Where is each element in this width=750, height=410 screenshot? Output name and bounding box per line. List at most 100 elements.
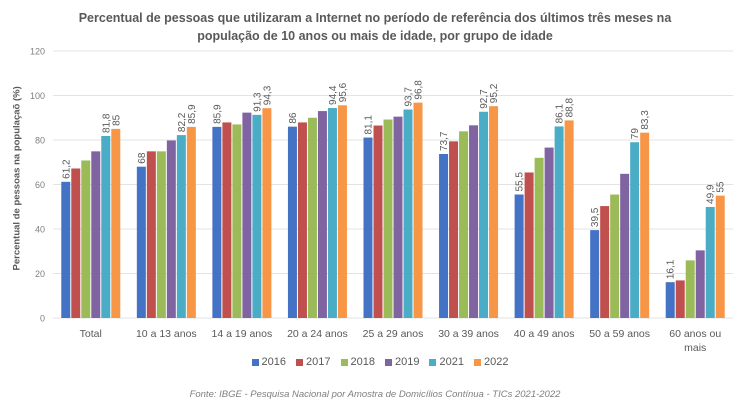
legend-item-2021: 2021 bbox=[429, 356, 464, 368]
data-label: 94,4 bbox=[328, 85, 339, 105]
legend-item-2016: 2016 bbox=[251, 356, 287, 368]
y-tick-label: 0 bbox=[40, 314, 45, 324]
y-tick-label: 40 bbox=[35, 225, 45, 235]
bar-2016 bbox=[439, 154, 449, 318]
bar-2021 bbox=[554, 126, 564, 319]
bar-2016 bbox=[136, 166, 146, 318]
bar-2018 bbox=[232, 124, 242, 318]
bar-2022 bbox=[262, 108, 272, 319]
data-label: 96,8 bbox=[414, 80, 425, 100]
data-label: 16,1 bbox=[666, 259, 677, 279]
bar-2019 bbox=[166, 140, 176, 318]
bar-2017 bbox=[297, 122, 307, 318]
bar-2016 bbox=[363, 137, 373, 318]
data-label: 85,9 bbox=[187, 104, 198, 124]
data-label: 85,9 bbox=[212, 104, 223, 124]
bar-2017 bbox=[675, 280, 685, 318]
bar-2019 bbox=[242, 112, 252, 318]
bar-2017 bbox=[600, 206, 610, 318]
legend-label: 2021 bbox=[439, 356, 464, 368]
legend-item-2018: 2018 bbox=[340, 356, 375, 368]
data-label: 49,9 bbox=[706, 184, 717, 204]
data-label: 95,2 bbox=[489, 83, 500, 103]
data-label: 91,3 bbox=[252, 92, 263, 112]
bar-2018 bbox=[534, 157, 544, 318]
data-label: 92,7 bbox=[479, 89, 490, 109]
data-label: 88,8 bbox=[565, 98, 576, 118]
legend-swatch bbox=[385, 358, 392, 366]
bar-2019 bbox=[469, 125, 479, 318]
data-label: 81,8 bbox=[101, 113, 112, 133]
data-label: 95,6 bbox=[338, 82, 349, 102]
chart-title-line-2: população de 10 anos ou mais de idade, p… bbox=[197, 29, 553, 43]
data-label: 86,1 bbox=[555, 104, 566, 124]
y-tick-label: 100 bbox=[30, 91, 45, 101]
y-tick-label: 60 bbox=[35, 180, 45, 190]
legend-item-2017: 2017 bbox=[296, 356, 331, 368]
x-tick-label: 25 a 29 anos bbox=[363, 328, 424, 340]
bar-2019 bbox=[544, 147, 554, 318]
bar-2016 bbox=[590, 230, 600, 318]
bar-2021 bbox=[479, 111, 489, 319]
y-tick-label: 80 bbox=[35, 136, 45, 146]
x-tick-label: 14 a 19 anos bbox=[212, 328, 273, 340]
bar-2019 bbox=[695, 250, 705, 318]
x-tick-label: Total bbox=[80, 328, 102, 340]
bar-2018 bbox=[610, 194, 620, 318]
data-label: 79 bbox=[630, 128, 641, 140]
bar-2018 bbox=[685, 260, 695, 318]
bar-2017 bbox=[71, 168, 81, 318]
bar-2016 bbox=[514, 194, 524, 318]
y-axis-label: Percentual de pessoas na populaçaõ (%) bbox=[11, 86, 23, 271]
legend-swatch bbox=[340, 358, 348, 366]
bar-2022 bbox=[337, 105, 347, 318]
bar-2018 bbox=[307, 117, 317, 318]
legend-item-2022: 2022 bbox=[473, 356, 509, 368]
bar-2019 bbox=[620, 173, 630, 318]
bar-2019 bbox=[91, 151, 101, 318]
bar-2016 bbox=[61, 181, 71, 318]
bar-2017 bbox=[222, 122, 232, 318]
data-label: 81,1 bbox=[364, 115, 375, 135]
x-tick-label: 10 a 13 anos bbox=[136, 328, 197, 340]
bar-2022 bbox=[564, 120, 574, 318]
chart-title: Percentual de pessoas que utilizaram a I… bbox=[0, 9, 750, 45]
x-tick-label: 40 a 49 anos bbox=[514, 328, 575, 340]
legend-swatch bbox=[296, 358, 304, 366]
y-tick-label: 20 bbox=[35, 269, 45, 279]
bar-2021 bbox=[327, 107, 337, 319]
legend-label: 2018 bbox=[350, 356, 375, 368]
bar-2017 bbox=[524, 172, 534, 318]
data-label: 55 bbox=[716, 181, 727, 193]
bar-2016 bbox=[665, 282, 675, 318]
bar-2021 bbox=[403, 109, 413, 318]
bar-2018 bbox=[459, 131, 469, 318]
data-label: 94,3 bbox=[262, 85, 273, 105]
x-tick-label: 20 a 24 anos bbox=[287, 328, 348, 340]
bar-2022 bbox=[186, 126, 196, 318]
bar-2019 bbox=[393, 116, 403, 318]
legend-label: 2022 bbox=[483, 356, 509, 368]
data-labels: 61,2 68 85,9 86 81,1 73,7 55,5 39,5 16,1 81,8 82,2… bbox=[61, 80, 726, 279]
bar-2017 bbox=[449, 141, 459, 318]
bar-2018 bbox=[81, 160, 91, 318]
bar-2021 bbox=[176, 135, 186, 318]
bar-2021 bbox=[101, 135, 111, 318]
legend-label: 2019 bbox=[395, 356, 420, 368]
bar-2016 bbox=[212, 126, 222, 318]
data-label: 61,2 bbox=[61, 159, 72, 179]
bar-2021 bbox=[705, 206, 715, 318]
bar-2022 bbox=[111, 128, 121, 318]
data-label: 39,5 bbox=[590, 207, 601, 227]
x-tick-label: 50 a 59 anos bbox=[589, 328, 650, 340]
legend-swatch bbox=[251, 358, 259, 366]
data-label: 82,2 bbox=[177, 112, 188, 132]
data-label: 55,5 bbox=[515, 172, 526, 192]
data-label: 93,7 bbox=[404, 87, 415, 107]
chart-title-line-1: Percentual de pessoas que utilizaram a I… bbox=[78, 11, 672, 25]
legend-label: 2016 bbox=[261, 356, 287, 368]
x-tick-label: 30 a 39 anos bbox=[438, 328, 499, 340]
legend-item-2019: 2019 bbox=[385, 356, 419, 368]
data-label: 83,3 bbox=[640, 110, 651, 130]
